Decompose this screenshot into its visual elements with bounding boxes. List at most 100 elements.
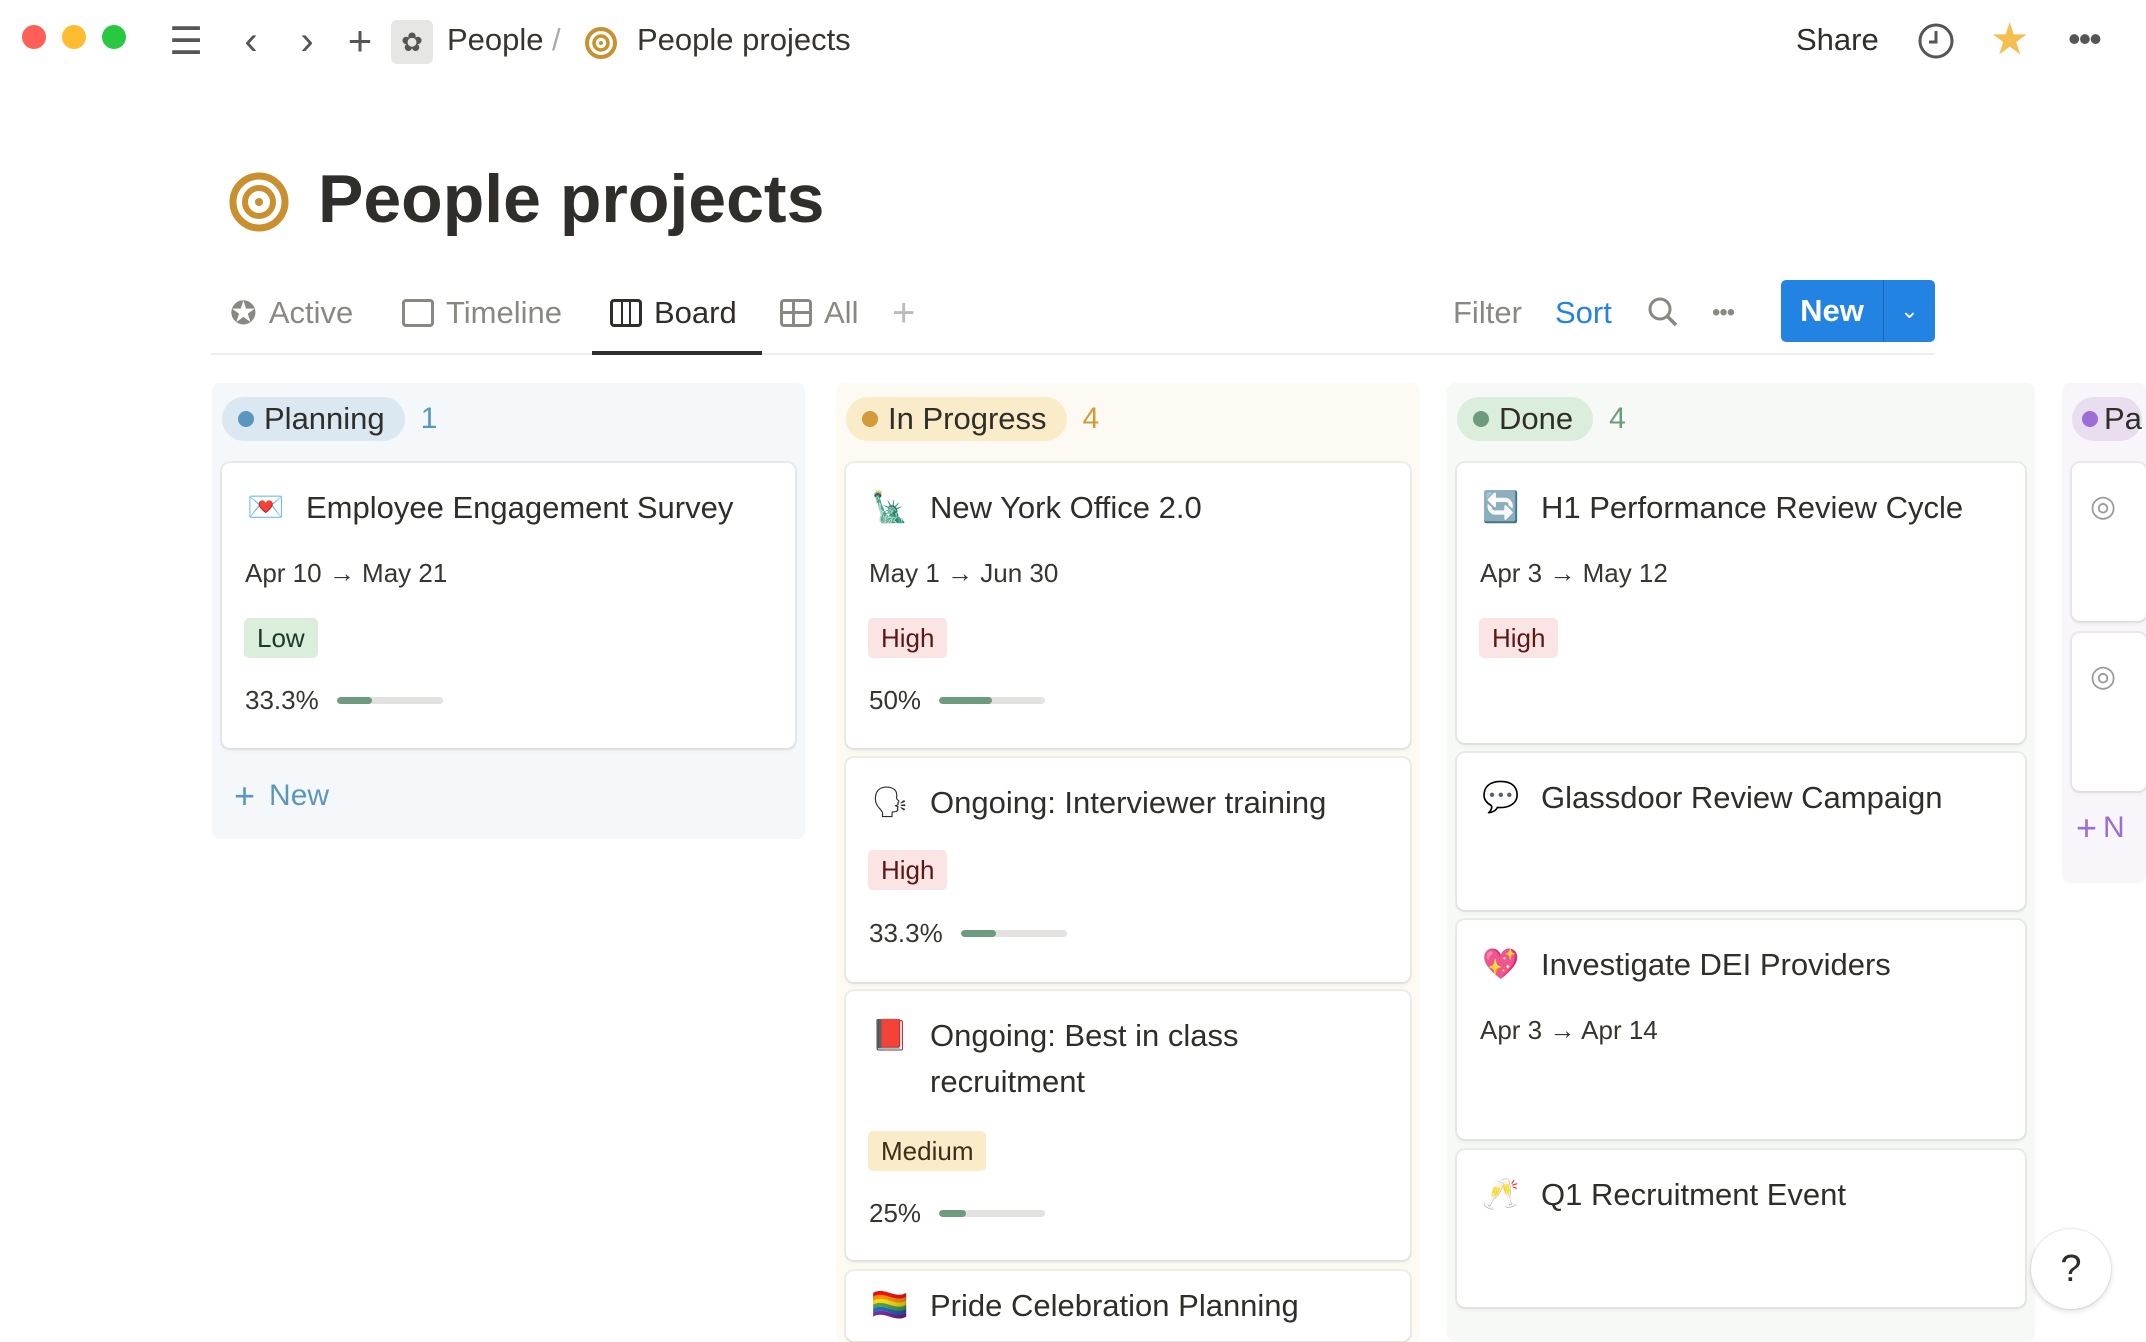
column-name: Done <box>1499 401 1574 436</box>
card-title: Ongoing: Best in class recruitment <box>930 1018 1239 1099</box>
new-button-group: New ⌄ <box>1781 280 1935 342</box>
progress-bar <box>939 1210 1046 1217</box>
card[interactable]: ◎ <box>2072 633 2146 791</box>
priority-tag: High <box>868 850 948 890</box>
share-button[interactable]: Share <box>1796 22 1879 57</box>
breadcrumb-current[interactable]: People projects <box>637 22 851 57</box>
target-icon: ◎ <box>2090 490 2117 523</box>
card[interactable]: 💖 Investigate DEI Providers Apr 3 → Apr 1… <box>1457 920 2025 1139</box>
card[interactable]: 🥂 Q1 Recruitment Event <box>1457 1150 2025 1307</box>
board-column-done: Done 4 🔄 H1 Performance Review Cycle Apr 3… <box>1447 383 2035 1342</box>
column-count: 4 <box>1082 402 1100 435</box>
card-title: Investigate DEI Providers <box>1541 947 1891 982</box>
card[interactable]: 🗣 Ongoing: Interviewer training High 33.3… <box>846 758 1410 982</box>
history-clock-icon[interactable] <box>1917 22 1955 60</box>
add-page-icon[interactable]: + <box>347 17 373 64</box>
card-title: Pride Celebration Planning <box>930 1288 1299 1323</box>
love-letter-icon: 💌 <box>247 491 285 524</box>
card[interactable]: 🏳️‍🌈 Pride Celebration Planning <box>846 1271 1410 1341</box>
card[interactable]: 💬 Glassdoor Review Campaign <box>1457 753 2025 910</box>
progress: 50% <box>869 685 1046 716</box>
card[interactable]: 🗽 New York Office 2.0 May 1 → Jun 30 High… <box>846 463 1410 748</box>
add-view-button[interactable]: + <box>892 290 916 335</box>
priority-tag: Low <box>244 618 318 658</box>
minimize-window-button[interactable] <box>62 25 86 49</box>
new-dropdown-chevron-icon[interactable]: ⌄ <box>1883 280 1935 342</box>
favorite-star-icon[interactable]: ★ <box>1990 15 2030 64</box>
card[interactable]: 📕 Ongoing: Best in class recruitment Medi… <box>846 991 1410 1260</box>
new-button[interactable]: New <box>1800 293 1864 328</box>
plus-icon: + <box>234 775 256 816</box>
close-window-button[interactable] <box>22 25 46 49</box>
tab-active[interactable]: ✪ Active <box>230 292 353 334</box>
card-title: Ongoing: Interviewer training <box>930 785 1327 820</box>
progress-bar <box>336 697 443 704</box>
speaking-head-icon: 🗣 <box>870 786 910 819</box>
target-icon: ◎ <box>2090 660 2117 693</box>
progress-label: 25% <box>869 1198 922 1228</box>
board-column-in-progress: In Progress 4 🗽 New York Office 2.0 May 1 … <box>836 383 1420 1342</box>
priority-tag: Medium <box>868 1131 987 1171</box>
card-title: Q1 Recruitment Event <box>1541 1177 1846 1212</box>
tab-board[interactable]: Board <box>610 292 737 334</box>
status-pill: Pa <box>2072 397 2142 441</box>
card-date: Apr 3 → May 12 <box>1480 558 1668 588</box>
tab-label: Timeline <box>446 295 562 330</box>
card-title: H1 Performance Review Cycle <box>1541 490 1964 525</box>
progress-bar <box>939 697 1046 704</box>
maximize-window-button[interactable] <box>102 25 126 49</box>
search-icon[interactable] <box>1646 295 1680 329</box>
speech-bubble-icon: 💬 <box>1482 781 1520 814</box>
tab-label: Active <box>268 295 354 330</box>
board-column-planning: Planning 1 💌 Employee Engagement Survey Ap… <box>212 383 805 839</box>
card-title: Glassdoor Review Campaign <box>1541 780 1943 815</box>
flower-icon: ✿ <box>391 20 433 64</box>
add-new-card-button[interactable]: + New <box>234 775 329 817</box>
card-date: May 1 → Jun 30 <box>869 558 1059 588</box>
breadcrumb-parent[interactable]: People <box>447 22 544 57</box>
progress: 33.3% <box>869 918 1067 949</box>
statue-of-liberty-icon: 🗽 <box>871 491 909 524</box>
view-options-icon[interactable]: ••• <box>1712 299 1735 326</box>
board-icon <box>610 299 642 327</box>
priority-tag: High <box>868 618 948 658</box>
tab-timeline[interactable]: Timeline <box>402 292 562 334</box>
help-button[interactable]: ? <box>2031 1229 2111 1309</box>
status-pill: Planning <box>222 397 405 441</box>
tab-all[interactable]: All <box>780 292 858 334</box>
add-label: New <box>269 779 330 812</box>
progress-label: 33.3% <box>245 685 319 715</box>
clinking-glasses-icon: 🥂 <box>1482 1178 1520 1211</box>
column-name: Pa <box>2104 401 2142 436</box>
column-count: 1 <box>420 402 438 435</box>
card[interactable]: 🔄 H1 Performance Review Cycle Apr 3 → May… <box>1457 463 2025 743</box>
add-new-card-button[interactable]: + N <box>2076 807 2125 849</box>
back-icon[interactable]: ‹ <box>244 18 258 63</box>
forward-icon[interactable]: › <box>300 18 314 63</box>
active-tab-indicator <box>592 351 762 355</box>
card[interactable]: 💌 Employee Engagement Survey Apr 10 → May… <box>222 463 795 748</box>
tab-label: All <box>824 295 859 330</box>
priority-tag: High <box>1479 618 1559 658</box>
menu-icon[interactable]: ☰ <box>168 20 204 63</box>
star-circle-icon: ✪ <box>230 295 257 331</box>
page-target-icon <box>229 172 289 232</box>
progress-label: 33.3% <box>869 918 943 948</box>
plus-icon: + <box>2076 807 2098 848</box>
column-count: 4 <box>1609 402 1626 435</box>
target-icon <box>585 27 617 59</box>
card-title: New York Office 2.0 <box>930 490 1202 525</box>
more-options-icon[interactable]: ••• <box>2068 18 2102 59</box>
card[interactable]: ◎ <box>2072 463 2146 621</box>
column-name: Planning <box>264 401 385 436</box>
progress: 25% <box>869 1198 1046 1229</box>
status-pill: In Progress <box>846 397 1067 441</box>
sort-button[interactable]: Sort <box>1555 295 1612 330</box>
sparkling-heart-icon: 💖 <box>1482 948 1520 981</box>
table-icon <box>780 299 812 327</box>
rainbow-flag-icon: 🏳️‍🌈 <box>871 1289 909 1322</box>
filter-button[interactable]: Filter <box>1453 295 1522 330</box>
card-title: Employee Engagement Survey <box>306 490 734 525</box>
card-date: Apr 3 → Apr 14 <box>1480 1015 1658 1045</box>
page-title: People projects <box>318 161 825 237</box>
